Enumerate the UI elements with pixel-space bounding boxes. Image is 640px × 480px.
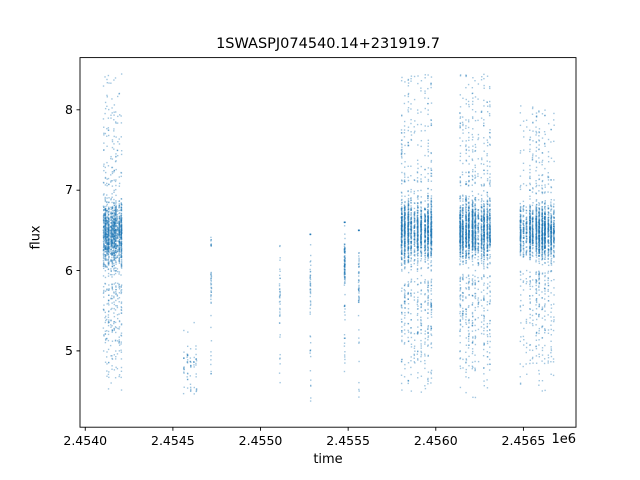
x-tick-label: 2.4565 [501, 433, 546, 449]
y-axis-label: flux [28, 225, 44, 250]
x-tick-label: 2.4560 [413, 433, 458, 449]
x-axis-offset-label: 1e6 [551, 432, 576, 447]
y-tick-label: 8 [65, 101, 73, 117]
x-tick-label: 2.4555 [326, 433, 371, 449]
y-tick-label: 6 [65, 262, 73, 278]
x-tick-label: 2.4540 [63, 433, 108, 449]
chart-title: 1SWASPJ074540.14+231919.7 [216, 36, 440, 52]
x-tick-label: 2.4545 [151, 433, 195, 449]
x-axis-label: time [313, 452, 343, 467]
y-tick-label: 7 [65, 182, 73, 198]
y-tick-label: 5 [65, 342, 73, 358]
x-tick-label: 2.4550 [238, 433, 283, 449]
